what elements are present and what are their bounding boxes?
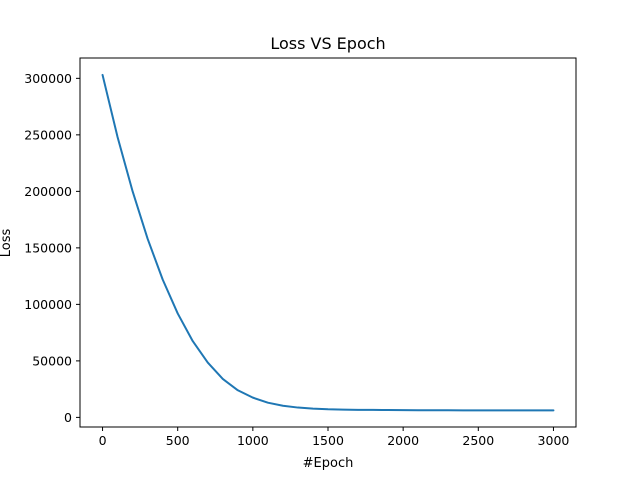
x-axis: 0 500 1000 1500 2000 2500 3000 <box>99 427 570 448</box>
plot-area-frame <box>79 57 577 428</box>
x-tick-label: 2000 <box>387 433 419 448</box>
x-tick-label: 1000 <box>237 433 269 448</box>
x-tick-label: 1500 <box>312 433 344 448</box>
y-tick-label: 300000 <box>24 71 72 86</box>
y-axis: 0 50000 100000 150000 200000 250000 300000 <box>24 71 80 425</box>
y-tick-label: 50000 <box>32 353 72 368</box>
y-tick-label: 150000 <box>24 240 72 255</box>
x-tick-label: 3000 <box>538 433 570 448</box>
loss-line <box>101 73 555 412</box>
x-tick-label: 0 <box>99 433 107 448</box>
x-tick-label: 2500 <box>462 433 494 448</box>
chart-title: Loss VS Epoch <box>270 34 385 53</box>
x-tick-label: 500 <box>166 433 190 448</box>
y-tick-label: 100000 <box>24 297 72 312</box>
y-axis-label: Loss <box>0 229 14 258</box>
y-tick-label: 200000 <box>24 184 72 199</box>
y-tick-label: 250000 <box>24 127 72 142</box>
series-layer <box>101 73 555 412</box>
y-tick-label: 0 <box>64 410 72 425</box>
x-axis-label: #Epoch <box>303 456 354 471</box>
